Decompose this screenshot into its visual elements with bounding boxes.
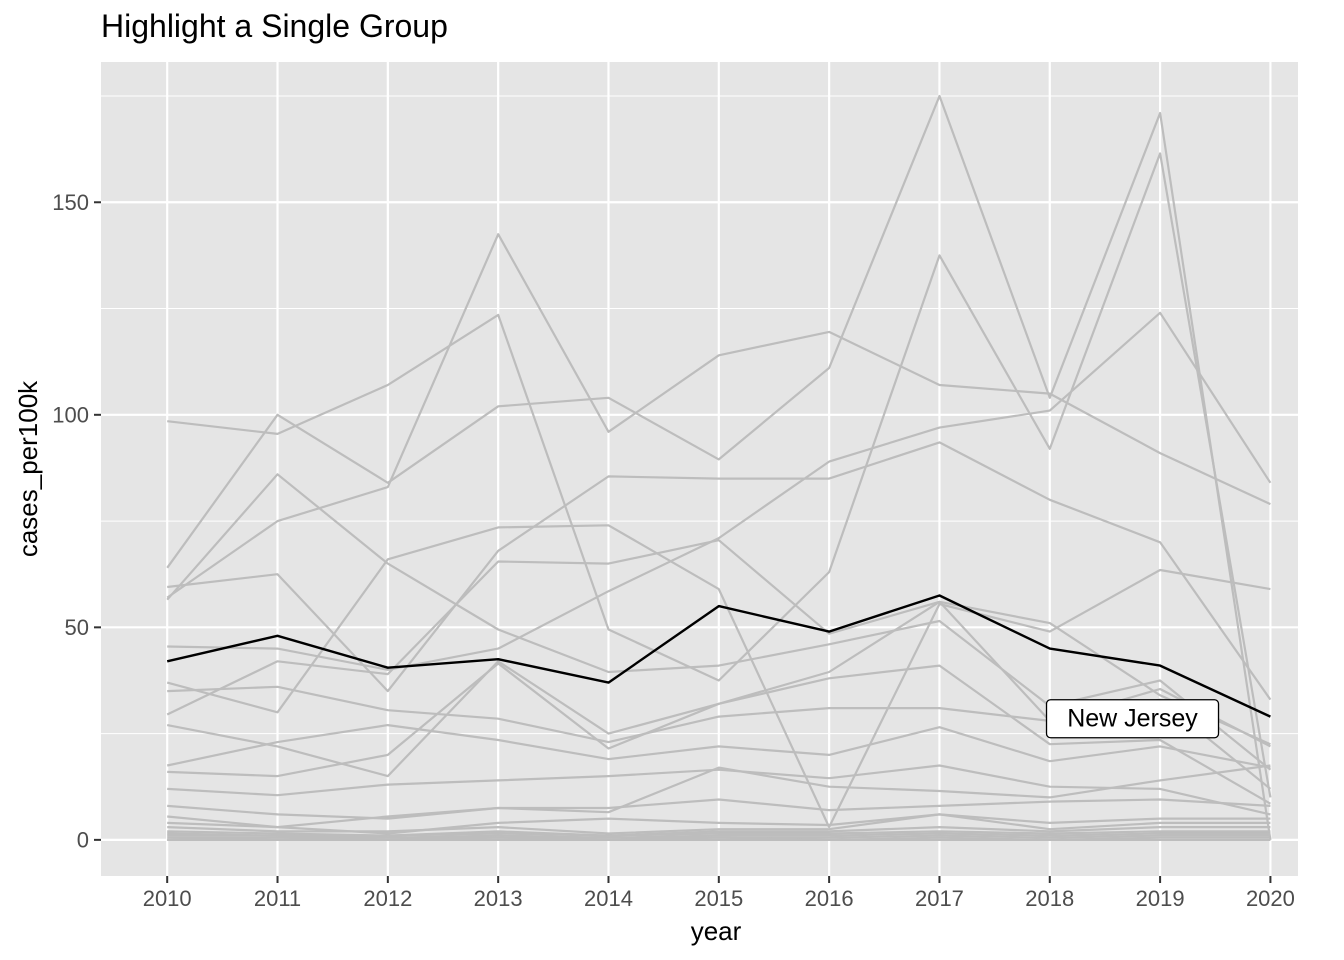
grid-major: [101, 62, 1298, 876]
y-tick-labels: 0 50 100 150: [52, 190, 89, 853]
series-line: [167, 152, 1272, 798]
series-line: [166, 539, 1271, 746]
x-tick-label: 2015: [694, 886, 743, 911]
series-line: [167, 830, 1271, 837]
y-tick-label: 50: [65, 615, 89, 640]
highlight-series: [166, 594, 1271, 718]
series-line: [167, 764, 1271, 820]
x-tick-label: 2019: [1136, 886, 1185, 911]
series-line: [167, 311, 1272, 671]
series-line: [167, 813, 1271, 835]
x-tick-label: 2012: [363, 886, 412, 911]
x-axis-title: year: [691, 916, 742, 946]
x-tick-label: 2014: [584, 886, 633, 911]
x-tick-label: 2011: [254, 886, 301, 911]
y-tick-label: 0: [77, 827, 89, 852]
x-tick-label: 2013: [474, 886, 523, 911]
chart-title: Highlight a Single Group: [101, 8, 448, 44]
plot-panel: [101, 62, 1298, 876]
x-tick-label: 2016: [805, 886, 854, 911]
series-line: [167, 441, 1272, 701]
x-tick-label: 2018: [1025, 886, 1074, 911]
highlight-series-line: [166, 594, 1271, 718]
x-tick-label: 2017: [915, 886, 964, 911]
series-line: [166, 723, 1271, 769]
annotation-label-box: [1045, 699, 1220, 739]
series-line: [166, 524, 1271, 829]
series-line: [166, 473, 1272, 771]
x-tick-label: 2010: [143, 886, 192, 911]
y-tick-label: 100: [52, 402, 89, 427]
annotation-label: New Jersey: [1067, 705, 1198, 733]
series-line: [166, 94, 1272, 841]
x-tick-labels: 2010 2011 2012 2013 2014 2015 2016 2017 2018 2019…: [143, 886, 1295, 911]
x-tick-label: 2020: [1246, 886, 1295, 911]
series-line: [167, 662, 1271, 805]
axis-ticks: [94, 201, 1272, 883]
background-series: [166, 94, 1272, 842]
annotation-group: New Jersey: [1045, 699, 1220, 739]
series-line: [167, 798, 1271, 829]
y-axis-title: cases_per100k: [13, 380, 43, 557]
series-line: [166, 233, 1271, 599]
series-line: [167, 764, 1271, 816]
y-tick-label: 150: [52, 190, 89, 215]
